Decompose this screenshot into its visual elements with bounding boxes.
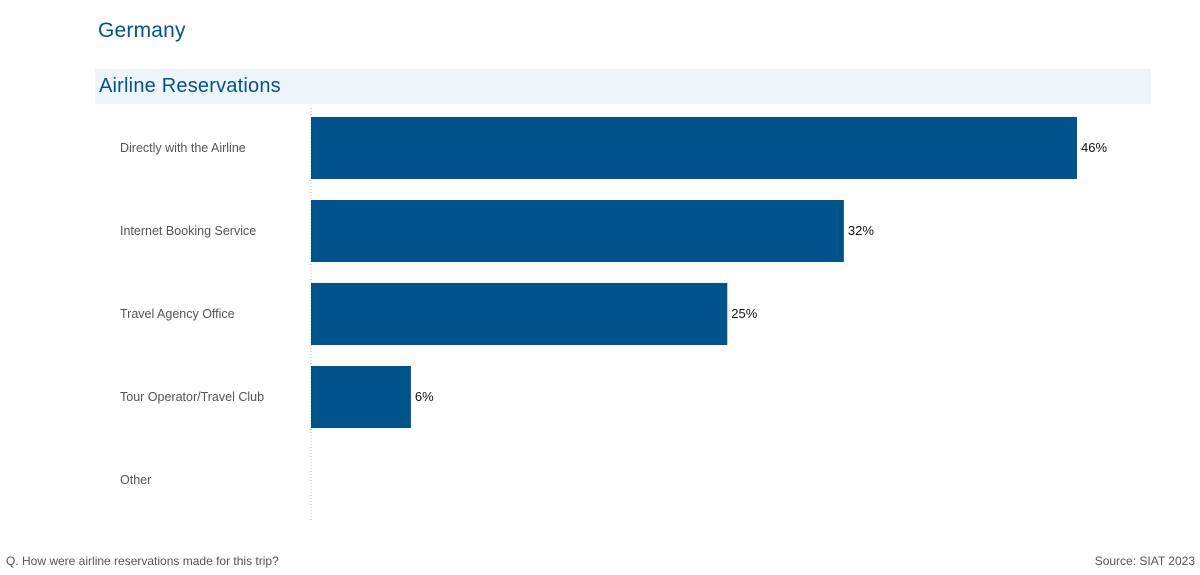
category-label: Tour Operator/Travel Club xyxy=(120,390,264,404)
category-label: Internet Booking Service xyxy=(120,224,256,238)
value-label: 32% xyxy=(848,223,874,238)
bar xyxy=(311,200,844,262)
value-label: 6% xyxy=(415,389,434,404)
section-title: Airline Reservations xyxy=(99,75,281,97)
bar xyxy=(311,366,411,428)
survey-question-footnote: Q. How were airline reservations made fo… xyxy=(6,554,279,568)
value-label: 25% xyxy=(731,306,757,321)
source-note: Source: SIAT 2023 xyxy=(1094,554,1195,568)
bar xyxy=(311,283,728,345)
category-label: Travel Agency Office xyxy=(120,307,235,321)
country-title: Germany xyxy=(98,19,186,42)
bar xyxy=(311,117,1077,179)
section-header: Airline Reservations xyxy=(95,69,1151,104)
value-label: 46% xyxy=(1081,140,1107,155)
category-label: Other xyxy=(120,473,151,487)
category-label: Directly with the Airline xyxy=(120,141,246,155)
